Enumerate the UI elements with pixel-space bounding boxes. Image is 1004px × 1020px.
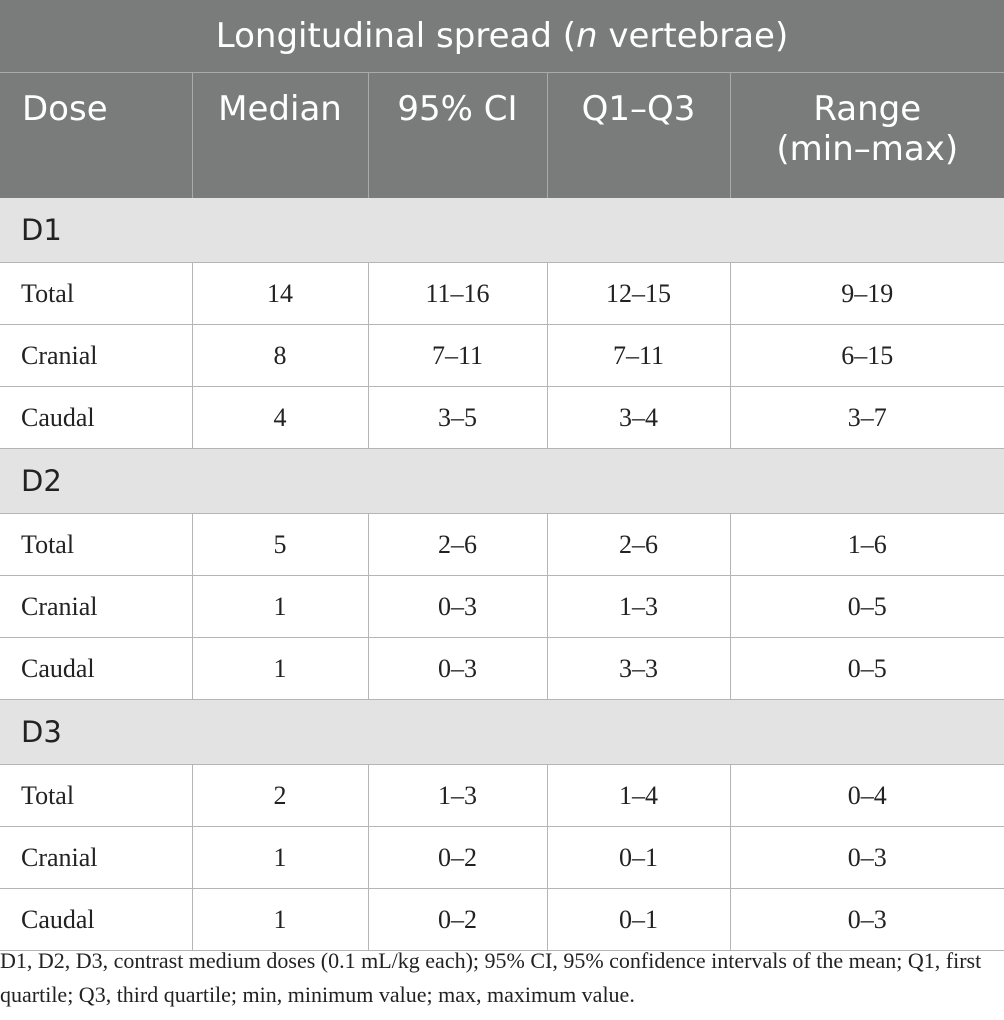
table-row: Caudal 1 0–3 3–3 0–5 [0, 637, 1004, 700]
median-cell: 2 [192, 764, 369, 827]
longitudinal-spread-table: Longitudinal spread (n vertebrae) Dose M… [0, 0, 1004, 951]
range-cell: 6–15 [730, 324, 1004, 387]
quartile-cell: 1–4 [547, 764, 731, 827]
group-label: D1 [0, 198, 1004, 263]
range-cell: 0–3 [730, 826, 1004, 889]
median-cell: 1 [192, 888, 369, 951]
range-cell: 3–7 [730, 386, 1004, 449]
median-cell: 4 [192, 386, 369, 449]
group-row-d2: D2 [0, 448, 1004, 514]
row-label: Caudal [0, 386, 193, 449]
table-title-main: Longitudinal spread ( [215, 16, 576, 56]
column-header-range: Range (min–max) [730, 72, 1004, 198]
quartile-cell: 1–3 [547, 575, 731, 638]
row-label: Total [0, 513, 193, 576]
table-footnote: D1, D2, D3, contrast medium doses (0.1 m… [0, 948, 982, 1007]
table-row: Total 14 11–16 12–15 9–19 [0, 262, 1004, 325]
median-cell: 14 [192, 262, 369, 325]
ci-cell: 0–2 [368, 826, 548, 889]
range-cell: 0–4 [730, 764, 1004, 827]
range-cell: 1–6 [730, 513, 1004, 576]
ci-cell: 2–6 [368, 513, 548, 576]
quartile-cell: 2–6 [547, 513, 731, 576]
table-row: Caudal 4 3–5 3–4 3–7 [0, 386, 1004, 449]
table-row: Total 2 1–3 1–4 0–4 [0, 764, 1004, 827]
range-cell: 0–3 [730, 888, 1004, 951]
row-label: Caudal [0, 637, 193, 700]
median-cell: 1 [192, 575, 369, 638]
column-header-dose: Dose [0, 72, 193, 198]
ci-cell: 3–5 [368, 386, 548, 449]
row-label: Cranial [0, 324, 193, 387]
row-label: Caudal [0, 888, 193, 951]
row-label: Total [0, 764, 193, 827]
table-row: Caudal 1 0–2 0–1 0–3 [0, 888, 1004, 951]
row-label: Total [0, 262, 193, 325]
table-title-italic: n [576, 16, 598, 56]
table-row: Cranial 1 0–2 0–1 0–3 [0, 826, 1004, 889]
range-cell: 0–5 [730, 575, 1004, 638]
table-row: Cranial 8 7–11 7–11 6–15 [0, 324, 1004, 387]
group-row-d3: D3 [0, 699, 1004, 765]
range-cell: 0–5 [730, 637, 1004, 700]
column-header-q1-q3: Q1–Q3 [547, 72, 731, 198]
quartile-cell: 12–15 [547, 262, 731, 325]
column-header-ci: 95% CI [368, 72, 548, 198]
table-title-end: vertebrae) [597, 16, 789, 56]
group-label: D3 [0, 699, 1004, 765]
group-label: D2 [0, 448, 1004, 514]
range-cell: 9–19 [730, 262, 1004, 325]
ci-cell: 11–16 [368, 262, 548, 325]
median-cell: 1 [192, 637, 369, 700]
group-row-d1: D1 [0, 198, 1004, 263]
table-row: Cranial 1 0–3 1–3 0–5 [0, 575, 1004, 638]
data-table-container: Longitudinal spread (n vertebrae) Dose M… [0, 0, 1004, 951]
quartile-cell: 0–1 [547, 826, 731, 889]
median-cell: 5 [192, 513, 369, 576]
quartile-cell: 3–3 [547, 637, 731, 700]
median-cell: 8 [192, 324, 369, 387]
quartile-cell: 0–1 [547, 888, 731, 951]
ci-cell: 0–3 [368, 575, 548, 638]
quartile-cell: 7–11 [547, 324, 731, 387]
ci-cell: 0–3 [368, 637, 548, 700]
median-cell: 1 [192, 826, 369, 889]
ci-cell: 0–2 [368, 888, 548, 951]
row-label: Cranial [0, 575, 193, 638]
ci-cell: 7–11 [368, 324, 548, 387]
table-title: Longitudinal spread (n vertebrae) [0, 0, 1004, 73]
row-label: Cranial [0, 826, 193, 889]
column-header-median: Median [192, 72, 369, 198]
ci-cell: 1–3 [368, 764, 548, 827]
quartile-cell: 3–4 [547, 386, 731, 449]
table-row: Total 5 2–6 2–6 1–6 [0, 513, 1004, 576]
